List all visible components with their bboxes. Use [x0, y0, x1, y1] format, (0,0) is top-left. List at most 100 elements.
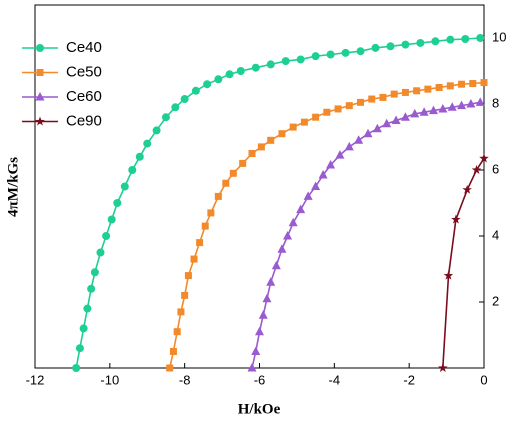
marker	[410, 108, 420, 118]
marker	[266, 60, 275, 69]
marker	[266, 277, 276, 286]
marker	[288, 217, 298, 227]
marker	[371, 43, 380, 52]
marker	[191, 86, 200, 95]
marker	[102, 232, 111, 240]
marker	[416, 38, 425, 47]
marker	[435, 84, 443, 91]
marker	[173, 328, 181, 336]
x-axis-label: H/kOe	[238, 401, 281, 417]
marker	[296, 204, 306, 214]
marker	[120, 182, 129, 191]
marker	[72, 364, 81, 372]
marker	[203, 80, 212, 89]
legend-marker	[36, 69, 44, 76]
marker	[471, 165, 482, 174]
marker	[87, 284, 96, 293]
marker	[344, 141, 354, 151]
marker	[476, 34, 485, 42]
marker	[296, 55, 305, 64]
marker	[277, 244, 287, 253]
x-tick-label: -4	[329, 372, 341, 387]
legend-label: Ce50	[66, 63, 102, 80]
marker	[283, 231, 293, 240]
marker	[79, 324, 88, 333]
x-tick-label: -12	[26, 372, 45, 387]
marker	[341, 48, 350, 57]
marker	[326, 50, 335, 59]
marker	[431, 37, 440, 46]
marker	[466, 99, 476, 108]
series-line	[168, 81, 485, 369]
marker	[303, 191, 313, 200]
marker	[479, 153, 489, 163]
marker	[335, 150, 345, 159]
marker	[311, 52, 320, 61]
marker	[83, 304, 92, 313]
marker	[390, 90, 398, 98]
marker	[152, 126, 161, 135]
marker	[457, 100, 467, 110]
marker	[251, 346, 261, 355]
marker	[96, 248, 105, 257]
marker	[196, 239, 204, 247]
marker	[469, 80, 477, 88]
legend-marker	[35, 92, 45, 101]
x-tick-label: -2	[403, 372, 415, 387]
marker	[289, 123, 297, 131]
marker	[363, 128, 373, 138]
marker	[356, 47, 365, 56]
marker	[461, 34, 470, 43]
legend-label: Ce40	[66, 39, 102, 56]
marker	[400, 112, 410, 121]
marker	[424, 85, 432, 93]
marker	[391, 115, 401, 124]
marker	[345, 102, 353, 110]
marker	[222, 179, 230, 187]
x-tick-label: -8	[179, 372, 191, 387]
series-line	[442, 157, 485, 369]
marker	[428, 105, 438, 115]
marker	[419, 107, 429, 116]
marker	[357, 98, 365, 106]
marker	[323, 108, 331, 116]
marker	[181, 291, 189, 299]
y-axis-label: 4πM/kGs	[5, 157, 21, 217]
marker	[480, 79, 488, 87]
y-tick-label: 2	[492, 293, 499, 308]
marker	[161, 113, 170, 122]
legend-marker	[35, 116, 45, 126]
marker	[326, 160, 336, 169]
marker	[267, 136, 275, 144]
marker	[443, 270, 454, 280]
legend-marker	[36, 44, 44, 52]
marker	[446, 35, 455, 44]
y-tick-label: 10	[492, 29, 506, 44]
y-tick-label: 4	[492, 227, 499, 242]
marker	[184, 272, 192, 280]
marker	[135, 152, 144, 161]
x-tick-label: 0	[480, 372, 487, 387]
marker	[247, 363, 257, 372]
y-tick-label: 8	[492, 95, 499, 110]
marker	[318, 169, 328, 179]
marker	[90, 268, 99, 277]
legend-label: Ce90	[66, 112, 102, 129]
marker	[438, 103, 448, 113]
marker	[75, 344, 84, 353]
marker	[143, 139, 152, 148]
marker	[107, 215, 116, 224]
marker	[113, 199, 122, 207]
marker	[255, 326, 264, 336]
marker	[281, 57, 290, 66]
marker	[386, 42, 395, 51]
marker	[177, 308, 185, 316]
legend-label: Ce60	[66, 88, 102, 105]
marker	[368, 95, 376, 103]
marker	[379, 93, 387, 101]
marker	[334, 105, 342, 113]
marker	[171, 103, 180, 112]
x-tick-label: -6	[254, 372, 266, 387]
